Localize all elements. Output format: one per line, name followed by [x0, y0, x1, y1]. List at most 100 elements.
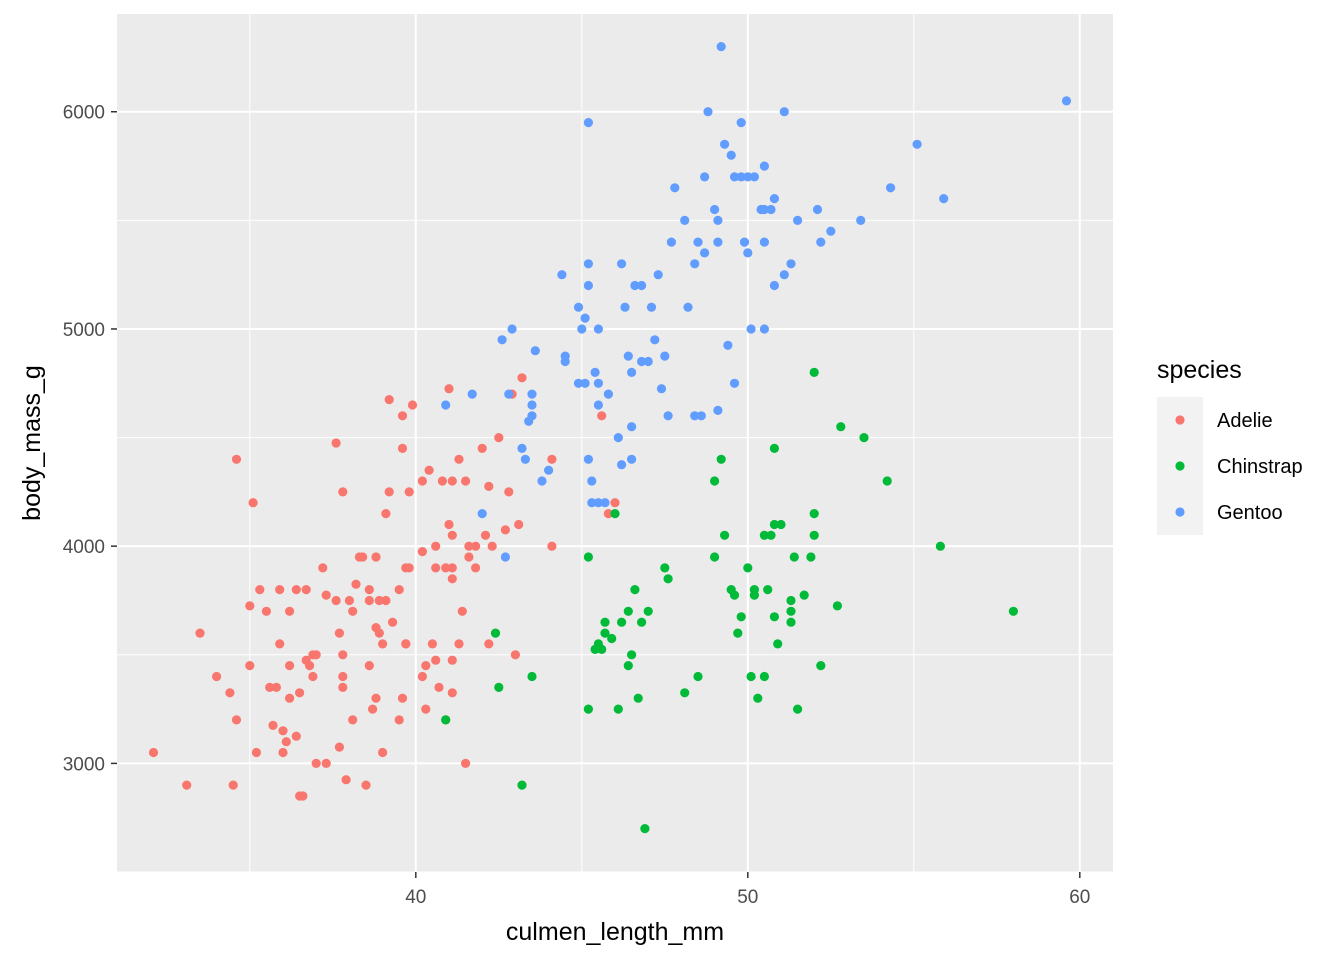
point-adelie [597, 411, 607, 421]
point-chinstrap [716, 454, 726, 464]
point-chinstrap [736, 612, 746, 622]
point-gentoo [587, 498, 597, 508]
point-gentoo [620, 302, 630, 312]
point-chinstrap [776, 519, 786, 530]
point-chinstrap [789, 552, 799, 562]
point-gentoo [743, 172, 753, 182]
point-adelie [494, 433, 504, 443]
point-chinstrap [759, 530, 770, 540]
point-gentoo [577, 324, 587, 334]
point-gentoo [507, 324, 517, 334]
point-chinstrap [490, 628, 501, 638]
point-adelie [348, 606, 358, 616]
point-adelie [268, 720, 278, 731]
point-adelie [334, 742, 344, 752]
point-adelie [447, 563, 457, 573]
point-adelie [421, 704, 431, 714]
point-gentoo [593, 400, 604, 410]
point-gentoo [766, 204, 776, 215]
point-adelie [454, 639, 464, 649]
point-chinstrap [600, 628, 610, 638]
point-gentoo [656, 384, 667, 394]
point-adelie [271, 682, 281, 693]
point-gentoo [759, 324, 770, 334]
point-gentoo [720, 139, 730, 149]
y-axis-title: body_mass_g [18, 365, 46, 521]
point-chinstrap [610, 508, 620, 519]
point-adelie [338, 650, 348, 660]
point-adelie [305, 661, 315, 671]
point-gentoo [583, 280, 594, 291]
point-gentoo [690, 411, 700, 421]
point-gentoo [497, 335, 507, 345]
point-gentoo [583, 259, 594, 269]
point-adelie [504, 487, 514, 497]
point-chinstrap [1008, 606, 1019, 616]
point-adelie [378, 747, 388, 758]
point-gentoo [573, 302, 584, 312]
point-adelie [338, 671, 348, 682]
point-adelie [251, 747, 261, 758]
point-chinstrap [643, 606, 653, 616]
point-chinstrap [441, 715, 451, 725]
point-adelie [278, 726, 288, 736]
point-adelie [464, 541, 474, 551]
point-adelie [447, 655, 457, 665]
point-adelie [308, 671, 318, 682]
point-chinstrap [769, 519, 780, 530]
point-adelie [447, 530, 457, 540]
point-gentoo [690, 259, 700, 269]
point-chinstrap [773, 639, 783, 649]
point-chinstrap [517, 780, 527, 790]
point-gentoo [812, 204, 823, 215]
point-adelie [295, 688, 305, 698]
point-adelie [331, 438, 341, 448]
point-adelie [358, 552, 368, 562]
point-adelie [261, 606, 271, 616]
point-adelie [371, 623, 381, 633]
point-gentoo [779, 270, 789, 280]
point-adelie [603, 508, 614, 519]
point-adelie [371, 693, 381, 703]
point-adelie [348, 715, 358, 725]
y-tick-label: 4000 [63, 537, 105, 558]
point-adelie [447, 476, 457, 486]
point-chinstrap [786, 617, 796, 627]
point-adelie [477, 443, 487, 453]
point-gentoo [627, 454, 637, 464]
point-adelie [431, 541, 441, 551]
point-gentoo [441, 400, 451, 410]
point-adelie [547, 454, 557, 464]
point-gentoo [716, 42, 726, 52]
point-adelie [371, 552, 381, 562]
point-adelie [417, 476, 427, 486]
point-gentoo [613, 433, 623, 443]
point-gentoo [623, 351, 633, 361]
major-gridlines [117, 14, 1113, 872]
point-gentoo [580, 313, 590, 323]
point-chinstrap [710, 552, 720, 562]
point-adelie [344, 595, 354, 606]
point-gentoo [700, 248, 710, 258]
point-adelie [384, 487, 394, 497]
point-gentoo [743, 248, 753, 258]
point-adelie [351, 579, 361, 589]
point-adelie [397, 443, 408, 453]
point-gentoo [527, 400, 537, 410]
point-gentoo [779, 107, 789, 117]
point-chinstrap [882, 476, 892, 486]
point-gentoo [710, 204, 720, 215]
point-chinstrap [623, 606, 633, 616]
point-gentoo [663, 411, 673, 421]
point-chinstrap [583, 704, 594, 714]
point-adelie [500, 525, 510, 535]
point-chinstrap [759, 671, 770, 682]
point-adelie [417, 547, 427, 557]
point-chinstrap [693, 671, 703, 682]
point-adelie [444, 519, 454, 530]
point-chinstrap [527, 671, 537, 682]
point-gentoo [593, 378, 604, 388]
point-chinstrap [583, 552, 594, 562]
point-chinstrap [763, 585, 773, 595]
point-adelie [275, 585, 285, 595]
